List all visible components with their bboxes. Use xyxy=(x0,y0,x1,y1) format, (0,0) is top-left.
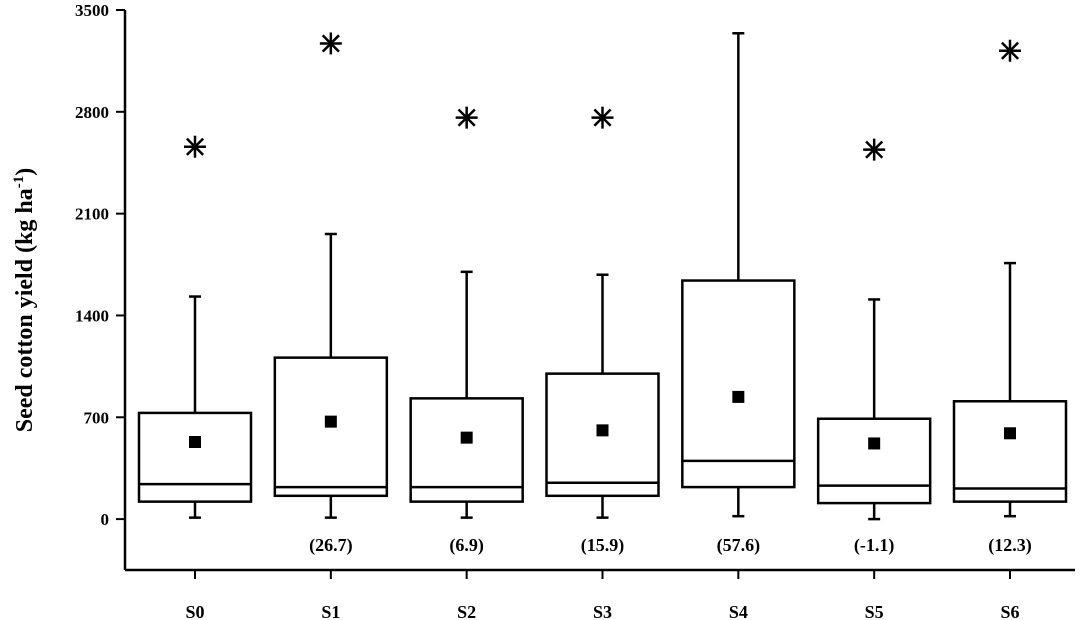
box-s5 xyxy=(816,138,932,521)
x-tick-label: S2 xyxy=(457,602,476,620)
box-s0 xyxy=(137,135,253,519)
mean-marker xyxy=(596,424,609,437)
mean-marker xyxy=(324,415,337,428)
outlier-marker xyxy=(319,32,342,55)
percent-change-label: (57.6) xyxy=(717,535,761,556)
x-tick-label: S5 xyxy=(865,602,884,620)
y-axis-title: Seed cotton yield (kg ha-1) xyxy=(11,168,38,433)
box-s4 xyxy=(681,32,796,518)
axes xyxy=(116,9,1075,579)
mean-marker xyxy=(868,437,881,450)
x-tick-label: S1 xyxy=(321,602,340,620)
mean-marker xyxy=(732,390,745,403)
outlier-stroke xyxy=(593,108,612,127)
outlier-stroke xyxy=(457,108,476,127)
outlier-stroke xyxy=(185,137,205,156)
x-tick-label: S6 xyxy=(1000,602,1019,620)
iqr-box xyxy=(952,400,1068,503)
percent-change-label: (26.7) xyxy=(309,535,353,556)
percent-change-label: (6.9) xyxy=(449,535,484,556)
mean-marker xyxy=(460,431,473,444)
outlier-marker xyxy=(999,39,1021,62)
y-axis-title-superscript: -1 xyxy=(11,176,27,189)
outlier-stroke xyxy=(865,140,884,159)
iqr-box xyxy=(816,417,932,505)
iqr-box xyxy=(137,411,253,503)
y-tick-label: 700 xyxy=(84,408,110,427)
y-tick-label: 3500 xyxy=(75,1,109,20)
box-s6 xyxy=(952,39,1068,518)
outlier-stroke xyxy=(1000,41,1020,60)
box-s3 xyxy=(545,106,660,519)
y-tick-label: 1400 xyxy=(75,306,109,325)
outlier-stroke xyxy=(321,34,340,53)
outlier-marker xyxy=(455,106,478,129)
x-tick-label: S3 xyxy=(593,602,612,620)
x-tick-label: S4 xyxy=(729,602,748,620)
outlier-marker xyxy=(863,138,886,161)
outlier-marker xyxy=(184,135,206,158)
iqr-box xyxy=(409,397,524,503)
box-s1 xyxy=(273,32,389,519)
box-series xyxy=(137,32,1068,521)
mean-marker xyxy=(1004,427,1016,440)
y-tick-label: 2800 xyxy=(75,103,109,122)
y-axis-title-main: Seed cotton yield (kg ha xyxy=(12,188,38,432)
x-tick-label: S0 xyxy=(185,602,204,620)
mean-marker xyxy=(189,436,201,448)
y-axis-title-close: ) xyxy=(12,168,38,176)
y-tick-label: 2100 xyxy=(75,205,109,224)
iqr-box xyxy=(681,279,796,489)
outlier-marker xyxy=(591,106,614,129)
percent-change-label: (15.9) xyxy=(581,535,625,556)
percent-change-label: (12.3) xyxy=(988,535,1032,556)
box-s2 xyxy=(409,106,524,519)
labels: 0 700 1400 2100 2800 3500 S0 S1 (26.7) S2 (6.9) S3 (… xyxy=(75,1,1032,620)
percent-change-label: (-1.1) xyxy=(854,535,894,556)
y-tick-label: 0 xyxy=(101,510,110,529)
